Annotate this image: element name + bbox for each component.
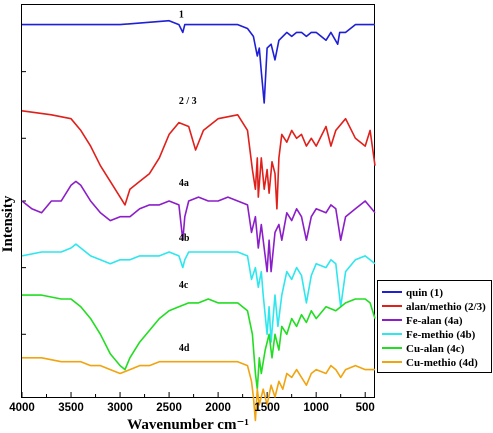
legend-label: Cu-alan (4c): [406, 343, 465, 355]
x-tick-labels: 4000 3500 3000 2500 2000 1500 1000 500: [9, 402, 375, 414]
series-line: [22, 357, 375, 422]
curve-label: 2 / 3: [179, 96, 197, 107]
curve-label: 4a: [179, 178, 189, 189]
y-axis-title: Intensity: [0, 195, 16, 252]
legend-label: Cu-methio (4d): [406, 357, 478, 369]
plot-frame: [21, 4, 375, 398]
series-line: [21, 243, 376, 343]
series-line: [21, 110, 376, 210]
x-tick-label: 500: [356, 402, 375, 414]
curve-label: 1: [179, 10, 184, 21]
legend: quin (1) alan/methio (2/3) Fe-alan (4a) Fe-…: [377, 280, 492, 373]
legend-label: Fe-alan (4a): [406, 315, 463, 327]
series-line: [22, 294, 376, 390]
series-line: [22, 19, 375, 104]
curve-label: 4d: [179, 343, 190, 354]
legend-label: quin (1): [406, 287, 443, 299]
curve-label: 4b: [179, 233, 190, 244]
y-axis-ticks: [22, 71, 26, 335]
x-tick-label: 3000: [107, 402, 133, 414]
curve-labels: 1 2 / 3 4a 4b 4c 4d: [179, 10, 197, 354]
legend-label: Fe-methio (4b): [406, 329, 476, 341]
spectra-curves: [21, 19, 376, 422]
x-tick-label: 3500: [58, 402, 84, 414]
x-axis-ticks: [21, 392, 366, 397]
x-axis-title: Wavenumber cm⁻¹: [127, 417, 249, 433]
x-tick-label: 4000: [9, 402, 35, 414]
x-tick-label: 1000: [303, 402, 329, 414]
x-tick-label: 2000: [205, 402, 231, 414]
series-line: [21, 180, 376, 273]
curve-label: 4c: [179, 280, 189, 291]
x-tick-label: 2500: [156, 402, 182, 414]
x-tick-label: 1500: [254, 402, 280, 414]
legend-label: alan/methio (2/3): [406, 301, 486, 313]
legend-box: [377, 280, 492, 373]
